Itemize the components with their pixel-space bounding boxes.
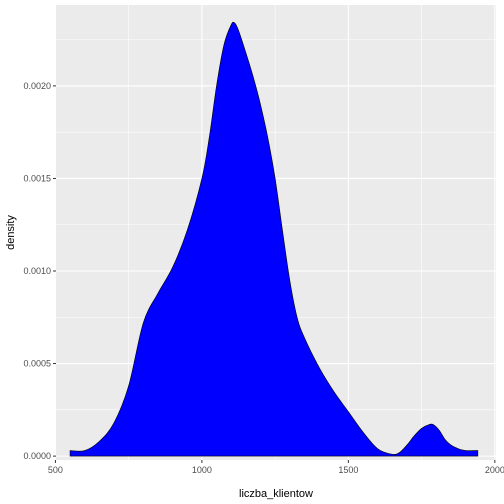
y-tick-label: 0.0005	[23, 359, 51, 369]
x-axis-title: liczba_klientow	[239, 488, 313, 500]
x-tick-label: 1500	[338, 465, 358, 475]
y-tick-label: 0.0000	[23, 451, 51, 461]
x-tick-label: 2000	[485, 465, 504, 475]
y-tick-label: 0.0015	[23, 173, 51, 183]
x-axis-ticks: 500 1000 1500 2000	[48, 460, 504, 475]
y-axis-ticks: 0.0000 0.0005 0.0010 0.0015 0.0020	[23, 81, 56, 461]
x-tick-label: 500	[48, 465, 63, 475]
y-axis-title: density	[5, 215, 17, 250]
x-tick-label: 1000	[192, 465, 212, 475]
y-tick-label: 0.0010	[23, 266, 51, 276]
density-area	[69, 21, 479, 457]
y-tick-label: 0.0020	[23, 81, 51, 91]
